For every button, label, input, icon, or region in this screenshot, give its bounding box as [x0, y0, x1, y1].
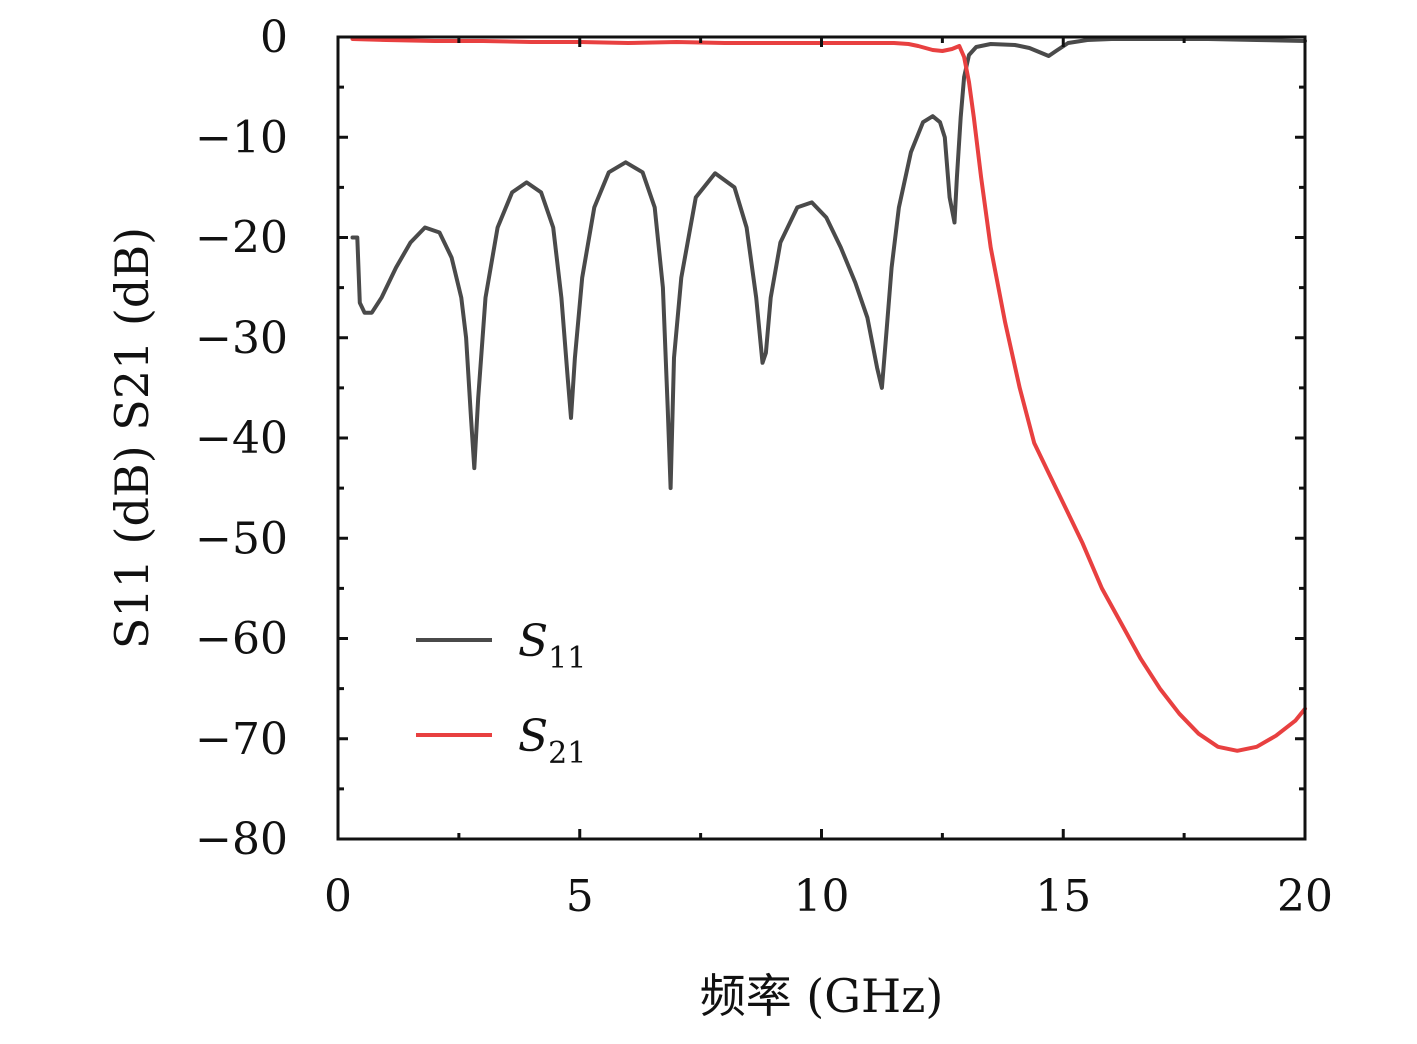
x-axis-title: 频率 (GHz): [700, 969, 944, 1023]
axis-tick-labels: 0 5 10 15 20 0 −10 −20 −30 −40 −50 −60 −70 −80: [195, 12, 1333, 922]
y-tick-label: 0: [260, 12, 288, 63]
x-tick-label: 15: [1035, 871, 1091, 922]
legend-item-s11: S11: [416, 616, 586, 676]
y-tick-label: −60: [195, 614, 288, 665]
series-line-s11: [350, 37, 1307, 491]
y-tick-label: −20: [195, 213, 288, 264]
y-axis-title: S11 (dB) S21 (dB): [105, 227, 159, 649]
x-tick-label: 20: [1277, 871, 1333, 922]
legend: S11 S21: [416, 616, 586, 771]
axis-ticks: [336, 35, 1307, 841]
y-tick-label: −80: [195, 814, 288, 865]
y-tick-label: −10: [195, 112, 288, 163]
legend-label: S11: [518, 616, 586, 676]
y-tick-label: −40: [195, 413, 288, 464]
legend-label: S21: [518, 711, 586, 771]
x-tick-label: 5: [566, 871, 594, 922]
y-axis-title-text: S11 (dB) S21 (dB): [105, 227, 159, 649]
legend-item-s21: S21: [416, 711, 586, 771]
x-tick-label: 10: [794, 871, 850, 922]
y-tick-label: −70: [195, 714, 288, 765]
y-tick-label: −30: [195, 313, 288, 364]
x-tick-label: 0: [324, 871, 352, 922]
y-tick-label: −50: [195, 513, 288, 564]
series-lines: [350, 37, 1307, 753]
series-line-s21: [350, 37, 1307, 753]
